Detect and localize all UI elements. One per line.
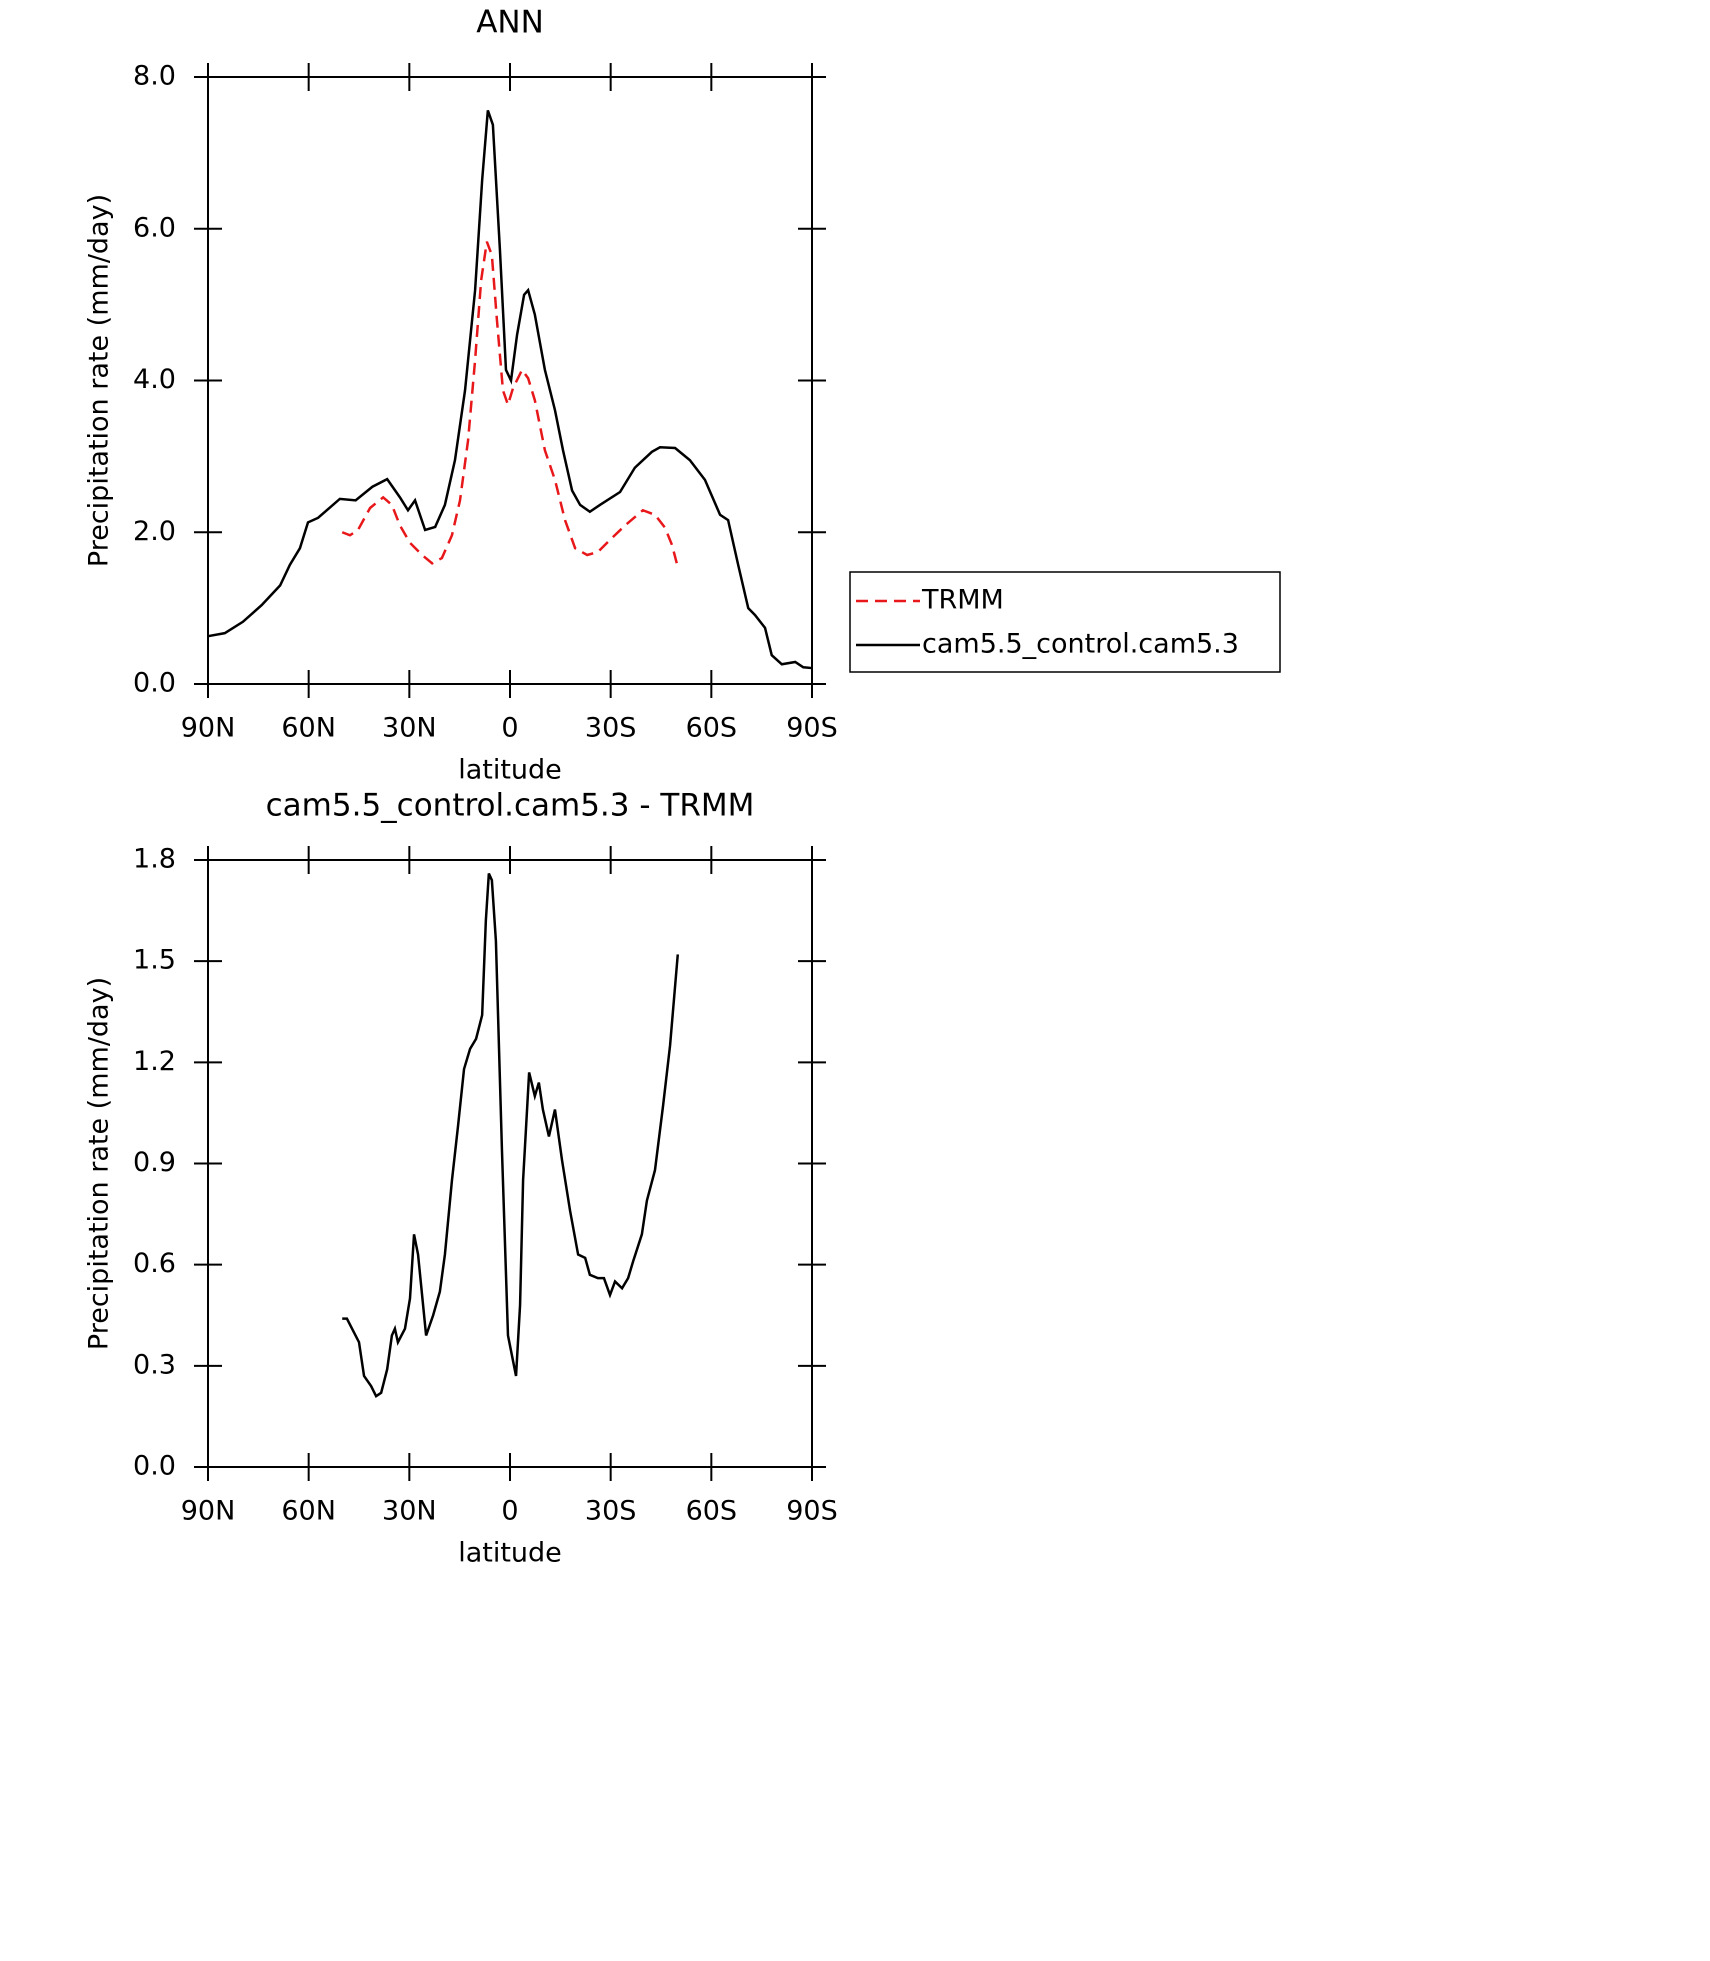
y-tick-label: 1.5 [133,945,176,976]
x-tick-label: 30S [585,713,637,744]
x-tick-label: 60S [686,1496,738,1527]
y-axis-label: Precipitation rate (mm/day) [84,194,115,567]
x-tick-label: 90S [786,1496,838,1527]
data-line [341,241,679,568]
plot-frame [207,859,813,1468]
x-tick-label: 60N [281,1496,336,1527]
x-tick-label: 0 [501,1496,518,1527]
x-tick-label: 0 [501,713,518,744]
legend-label: cam5.5_control.cam5.3 [922,629,1239,660]
y-tick-label: 0.9 [133,1147,176,1178]
y-tick-label: 0.0 [133,668,176,699]
y-tick-label: 6.0 [133,212,176,243]
y-tick-label: 1.8 [133,844,176,875]
legend-label: TRMM [921,585,1004,616]
data-line [207,109,813,670]
y-axis-label: Precipitation rate (mm/day) [84,977,115,1350]
y-tick-label: 0.3 [133,1349,176,1380]
data-line [342,872,680,1399]
x-tick-label: 90N [181,1496,236,1527]
chart-title: ANN [476,5,544,41]
y-tick-label: 8.0 [133,61,176,92]
x-tick-label: 30S [585,1496,637,1527]
y-tick-label: 4.0 [133,364,176,395]
x-tick-label: 30N [382,1496,437,1527]
legend-box [849,571,1281,673]
x-tick-label: 30N [382,713,437,744]
x-tick-label: 90S [786,713,838,744]
y-tick-label: 1.2 [133,1046,176,1077]
chart-title: cam5.5_control.cam5.3 - TRMM [266,788,755,824]
y-tick-label: 2.0 [133,516,176,547]
y-tick-label: 0.6 [133,1248,176,1279]
x-axis-label: latitude [458,755,562,786]
x-axis-label: latitude [458,1538,562,1569]
x-tick-label: 90N [181,713,236,744]
y-tick-label: 0.0 [133,1451,176,1482]
x-tick-label: 60S [686,713,738,744]
x-tick-label: 60N [281,713,336,744]
